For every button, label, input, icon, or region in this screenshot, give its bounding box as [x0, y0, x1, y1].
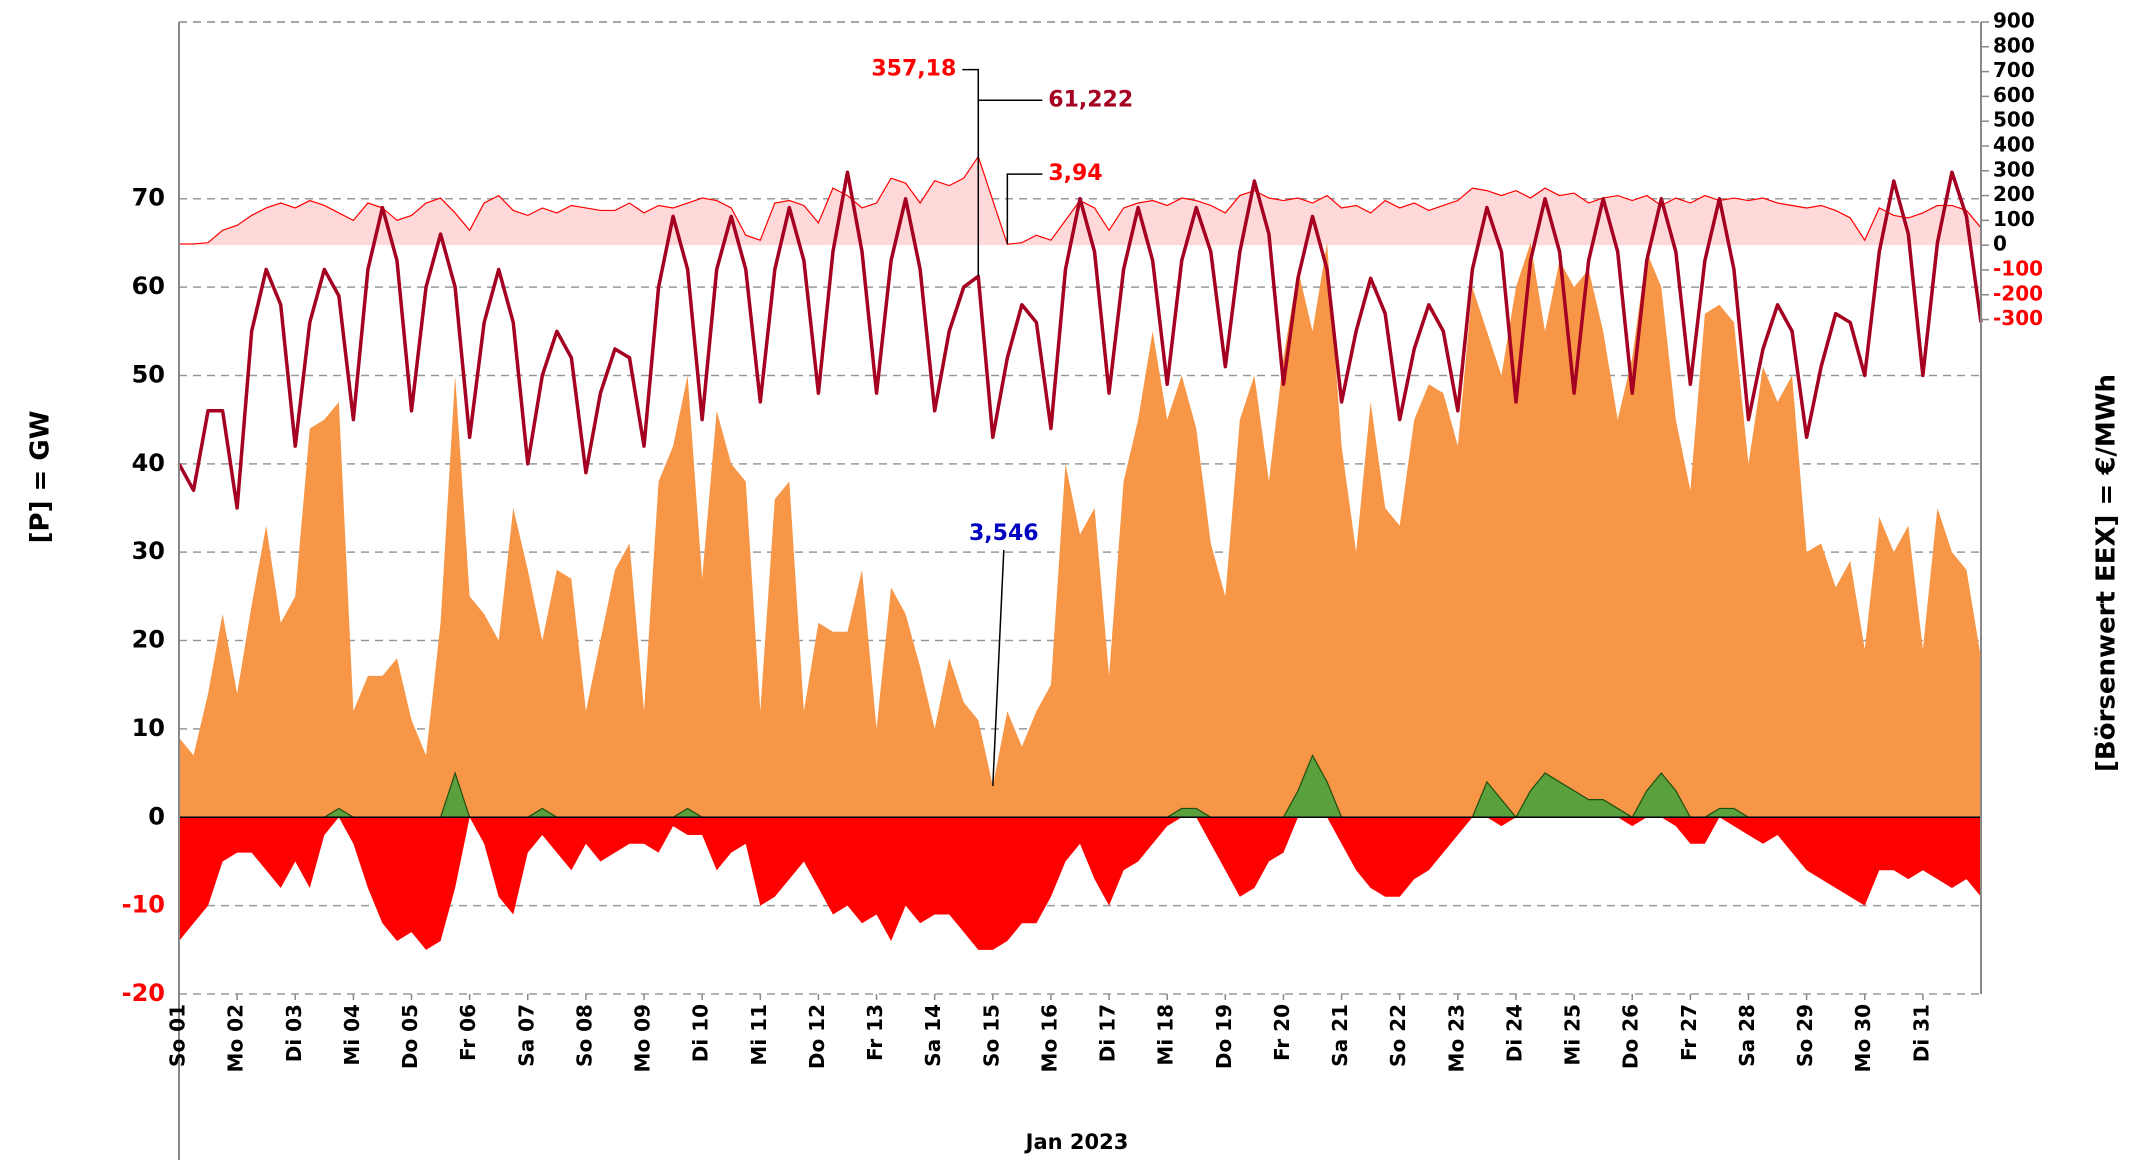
x-tick-label: Mo 02: [224, 1004, 248, 1072]
annotation-leader: [1006, 173, 1043, 245]
y2-tick-label: 0: [1993, 232, 2007, 256]
area: [179, 755, 1981, 818]
x-tick-label: Mi 18: [1154, 1004, 1178, 1066]
y2-tick-label: 700: [1993, 58, 2035, 82]
x-tick-label: Di 31: [1909, 1004, 1933, 1062]
area: [179, 817, 1981, 950]
x-tick-label: Mo 16: [1037, 1004, 1061, 1072]
x-tick-label: Fr 27: [1677, 1004, 1701, 1061]
x-tick-label: So 01: [166, 1004, 190, 1067]
x-tick-label: Fr 06: [456, 1004, 480, 1061]
x-tick-label: Di 24: [1502, 1004, 1526, 1062]
x-tick-label: Sa 21: [1328, 1004, 1352, 1067]
annotation: 357,18: [871, 57, 956, 82]
y-tick-label: 20: [132, 626, 165, 654]
x-tick-label: Di 03: [282, 1004, 306, 1062]
x-tick-label: Di 10: [689, 1004, 713, 1062]
x-tick-label: Do 26: [1619, 1004, 1643, 1069]
y-tick-label: 50: [132, 360, 165, 388]
x-tick-label: Do 12: [805, 1004, 829, 1069]
x-tick-label: So 15: [979, 1004, 1003, 1067]
y-tick-label: 40: [132, 449, 165, 477]
y-tick-label: -20: [122, 979, 165, 1007]
y-tick-label: 10: [132, 714, 165, 742]
annotation: 3,546: [969, 521, 1039, 546]
y2-tick-label: 900: [1993, 9, 2035, 33]
y2-tick-label: -200: [1993, 281, 2043, 305]
x-tick-label: Sa 28: [1735, 1004, 1759, 1067]
y-tick-label: 30: [132, 537, 165, 565]
plot-area: [177, 155, 1983, 995]
y2-tick-label: -300: [1993, 306, 2043, 330]
x-tick-label: Mi 11: [747, 1004, 771, 1066]
annotation: 3,94: [1048, 161, 1102, 186]
y2-tick-label: 200: [1993, 182, 2035, 206]
x-tick-label: Mi 25: [1561, 1004, 1585, 1066]
x-tick-label: Di 17: [1096, 1004, 1120, 1062]
x-tick-label: Do 19: [1212, 1004, 1236, 1069]
y-tick-label: -10: [122, 891, 165, 919]
x-axis-label: Jan 2023: [1024, 1130, 1129, 1154]
annotation-leader: [962, 68, 980, 157]
annotation-leader: [977, 99, 1043, 277]
line: [177, 170, 1983, 510]
y2-tick-label: 500: [1993, 108, 2035, 132]
x-tick-label: Sa 07: [514, 1004, 538, 1067]
x-tick-label: Do 05: [398, 1004, 422, 1069]
x-tick-label: So 22: [1386, 1004, 1410, 1067]
y-tick-label: 0: [148, 802, 165, 830]
x-tick-label: So 08: [572, 1004, 596, 1067]
annotation: 61,222: [1048, 87, 1133, 112]
x-tick-label: Fr 20: [1270, 1004, 1294, 1061]
area: [179, 242, 1981, 818]
x-tick-label: Mo 23: [1444, 1004, 1468, 1072]
x-tick-label: Fr 13: [863, 1004, 887, 1061]
y2-tick-label: 300: [1993, 157, 2035, 181]
y2-tick-label: 600: [1993, 83, 2035, 107]
y2-axis-label: [Börsenwert EEX] = €/MWh: [2092, 374, 2122, 772]
annotation-leader: [992, 549, 1005, 786]
y-axis-label: [P] = GW: [26, 411, 56, 544]
x-tick-label: Sa 14: [921, 1004, 945, 1067]
x-tick-label: So 29: [1793, 1004, 1817, 1067]
y2-tick-label: -100: [1993, 256, 2043, 280]
x-tick-label: Mo 09: [631, 1004, 655, 1072]
y2-tick-label: 400: [1993, 132, 2035, 156]
y-tick-label: 60: [132, 272, 165, 300]
x-tick-label: Mi 04: [340, 1004, 364, 1066]
y-tick-label: 70: [132, 184, 165, 212]
x-tick-label: Mo 30: [1851, 1004, 1875, 1072]
y2-tick-label: 800: [1993, 33, 2035, 57]
y2-tick-label: 100: [1993, 207, 2035, 231]
